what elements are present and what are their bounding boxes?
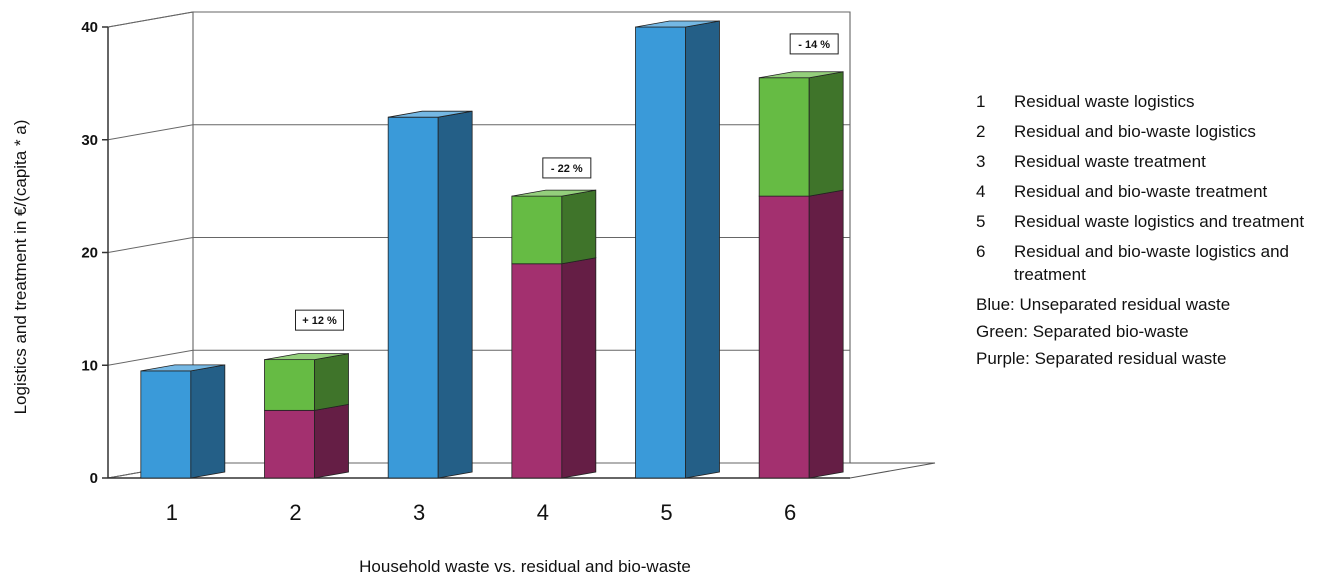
legend-color-note: Green: Separated bio-waste bbox=[976, 322, 1189, 341]
bar-front bbox=[387, 116, 439, 479]
bar-front bbox=[511, 263, 563, 479]
annotation-label: - 22 % bbox=[551, 163, 583, 175]
annotation-label: - 14 % bbox=[798, 39, 830, 51]
x-tick-label: 3 bbox=[413, 500, 425, 525]
bar-side bbox=[685, 20, 720, 479]
x-axis-title: Household waste vs. residual and bio-was… bbox=[359, 557, 691, 576]
bar-side bbox=[314, 403, 349, 479]
legend-item-label: Residual and bio-waste logistics bbox=[1014, 122, 1256, 141]
bar-side bbox=[437, 110, 473, 479]
legend-item-label: Residual and bio-waste logistics and tre… bbox=[1014, 242, 1289, 284]
bar-front bbox=[264, 409, 315, 479]
bar-front bbox=[140, 370, 192, 479]
bar-group-6 bbox=[758, 71, 844, 479]
bar-group-3 bbox=[387, 110, 473, 479]
bar-front bbox=[635, 26, 686, 479]
y-tick-label: 20 bbox=[81, 245, 98, 262]
chart-bars bbox=[140, 20, 844, 479]
x-tick-label: 6 bbox=[784, 500, 796, 525]
bar-top bbox=[759, 71, 844, 79]
y-tick-label: 30 bbox=[81, 132, 98, 149]
bar-chart: + 12 % - 22 % - 14 % 0 10 20 30 40 1 2 3 4 5 6 Logis… bbox=[11, 11, 936, 576]
legend-notes: Blue: Unseparated residual waste Green: S… bbox=[976, 293, 1338, 370]
legend-item-number: 2 bbox=[976, 122, 986, 141]
bar-top bbox=[264, 353, 349, 361]
bar-side bbox=[561, 189, 597, 265]
bar-front bbox=[264, 359, 315, 411]
y-tick-label: 0 bbox=[90, 470, 98, 487]
bar-side bbox=[808, 189, 844, 479]
bar-top bbox=[511, 189, 596, 197]
legend-item: 4 Residual and bio-waste treatment bbox=[976, 180, 1338, 203]
annotation-label: + 12 % bbox=[302, 315, 337, 327]
annotation-box bbox=[542, 157, 592, 179]
legend-item: 5 Residual waste logistics and treatment bbox=[976, 210, 1338, 233]
bar-front bbox=[511, 195, 563, 265]
x-tick-label: 4 bbox=[537, 500, 549, 525]
legend-item-number: 6 bbox=[976, 242, 986, 261]
bar-front bbox=[758, 77, 810, 197]
legend-item: 2 Residual and bio-waste logistics bbox=[976, 120, 1338, 143]
bar-group-4 bbox=[511, 189, 597, 479]
y-tick-label: 40 bbox=[81, 19, 98, 36]
y-tick-label: 10 bbox=[81, 357, 98, 374]
legend-item-label: Residual waste logistics and treatment bbox=[1014, 212, 1305, 231]
legend-item: 1 Residual waste logistics bbox=[976, 90, 1338, 113]
annotation-box bbox=[295, 309, 344, 331]
x-tick-label: 2 bbox=[289, 500, 301, 525]
gridline-side bbox=[107, 349, 194, 366]
bar-group-1 bbox=[140, 364, 226, 479]
y-axis-title: Logistics and treatment in €/(capita * a… bbox=[11, 120, 30, 415]
legend-item: 3 Residual waste treatment bbox=[976, 150, 1338, 173]
chart-annotations: + 12 % - 22 % - 14 % bbox=[295, 33, 839, 331]
bar-top bbox=[140, 364, 225, 372]
x-tick-label: 1 bbox=[166, 500, 178, 525]
legend-color-note: Purple: Separated residual waste bbox=[976, 349, 1227, 368]
legend: 1 Residual waste logistics 2 Residual and b… bbox=[976, 90, 1338, 374]
bar-side bbox=[808, 71, 844, 197]
bar-front bbox=[758, 195, 810, 479]
gridline-side bbox=[107, 11, 194, 28]
legend-item-number: 1 bbox=[976, 92, 986, 111]
legend-item-number: 3 bbox=[976, 152, 986, 171]
legend-item-label: Residual and bio-waste treatment bbox=[1014, 182, 1268, 201]
legend-item-label: Residual waste treatment bbox=[1014, 152, 1206, 171]
bar-top bbox=[635, 20, 720, 28]
legend-item-label: Residual waste logistics bbox=[1014, 92, 1195, 111]
chart-labels: 0 10 20 30 40 1 2 3 4 5 6 bbox=[81, 19, 796, 525]
legend-item-number: 5 bbox=[976, 212, 986, 231]
annotation-box bbox=[789, 33, 839, 55]
bar-group-5 bbox=[635, 20, 720, 479]
x-tick-label: 5 bbox=[660, 500, 672, 525]
gridline-side bbox=[107, 237, 194, 253]
chart-axes bbox=[102, 26, 850, 479]
gridline-side bbox=[107, 124, 194, 141]
legend-item: 6 Residual and bio-waste logistics and tr… bbox=[976, 240, 1338, 286]
legend-item-number: 4 bbox=[976, 182, 986, 201]
bar-top bbox=[388, 110, 473, 118]
bar-group-2 bbox=[264, 353, 349, 479]
legend-color-note: Blue: Unseparated residual waste bbox=[976, 295, 1231, 314]
legend-items: 1 Residual waste logistics 2 Residual and b… bbox=[976, 90, 1338, 286]
bar-side bbox=[561, 257, 597, 479]
bar-side bbox=[314, 353, 349, 411]
bar-side bbox=[190, 364, 226, 479]
